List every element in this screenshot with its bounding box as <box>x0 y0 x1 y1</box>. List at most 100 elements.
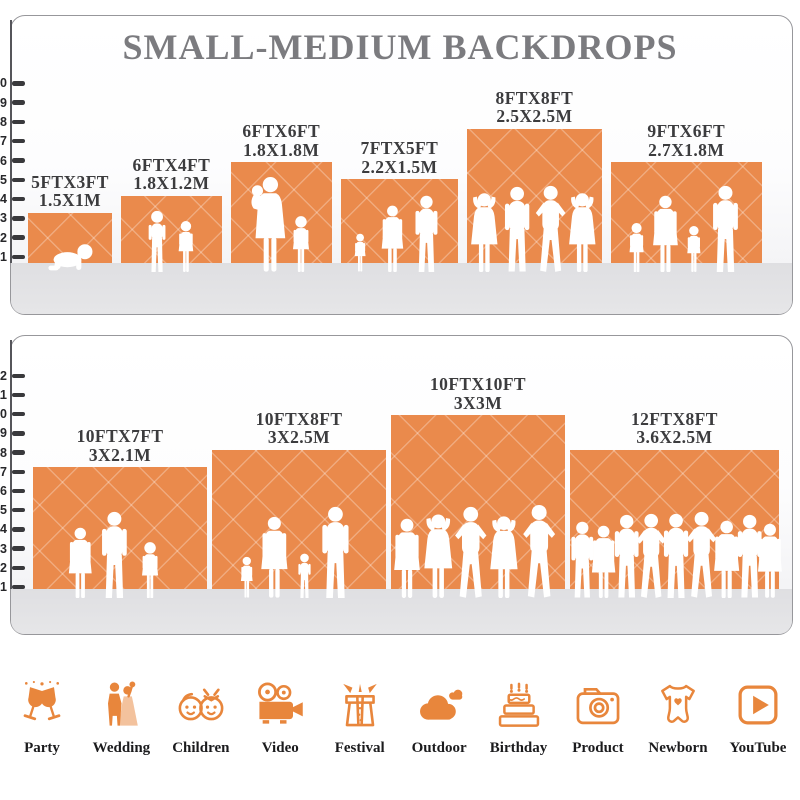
ruler-number: 7 <box>0 464 7 479</box>
person-man-silhouette <box>415 195 438 272</box>
backdrop-size-label: 7FTX5FT 2.2X1.5M <box>361 139 439 176</box>
ruler-tick <box>12 177 25 183</box>
ruler-number: 12 <box>0 368 7 383</box>
person-girl-silhouette <box>293 216 310 272</box>
ruler-number: 2 <box>0 230 7 245</box>
category-birthday: Birthday <box>490 679 548 757</box>
backdrop-10ftx7ft: 10FTX7FT 3X2.1M <box>33 427 207 598</box>
person-womanup-silhouette <box>490 516 518 598</box>
person-man-silhouette <box>102 511 128 598</box>
backdrop-size-label: 10FTX10FT 3X3M <box>430 375 526 412</box>
backdrop-size-ft-label: 6FTX6FT <box>242 121 321 142</box>
backdrop-9ftx6ft: 9FTX6FT 2.7X1.8M <box>610 122 762 272</box>
ruler-number: 1 <box>0 580 7 594</box>
person-woman-silhouette <box>393 518 420 598</box>
video-icon <box>254 679 306 731</box>
category-video: Video <box>251 679 309 757</box>
ruler-tick <box>12 527 25 532</box>
backdrop-size-ft-label: 10FTX7FT <box>76 426 164 447</box>
category-label: Children <box>172 740 230 756</box>
ruler-tick <box>12 392 25 398</box>
ruler-number: 8 <box>0 445 7 460</box>
ruler-number: 5 <box>0 503 7 518</box>
backdrop-size-ft-label: 5FTX3FT <box>31 171 109 192</box>
ruler-tick <box>12 81 25 86</box>
ruler-tick <box>12 196 25 202</box>
category-bar: Party Wedding Children Video Festival Outdoor… <box>0 652 800 757</box>
person-baby-silhouette <box>48 244 93 271</box>
ruler-number: 4 <box>0 522 7 537</box>
backdrop-size-m-label: 1.8X1.8M <box>243 139 320 160</box>
ruler-tick <box>12 158 25 163</box>
person-girl-silhouette <box>240 557 253 598</box>
person-girl-silhouette <box>355 234 366 272</box>
person-manhips-silhouette <box>522 504 555 598</box>
category-festival: Festival <box>331 679 389 757</box>
person-womanup-silhouette <box>569 192 596 272</box>
ruler-tick <box>12 373 25 379</box>
backdrop-8ftx8ft: 8FTX8FT 2.5X2.5M <box>467 88 602 272</box>
backdrop-size-ft-label: 7FTX5FT <box>360 138 439 159</box>
ruler-number: 2 <box>0 560 7 575</box>
ruler-tick <box>12 450 25 455</box>
backdrop-6ftx6ft: 6FTX6FT 1.8X1.8M <box>230 122 332 272</box>
ruler-tick <box>12 411 25 417</box>
category-outdoor: Outdoor <box>410 679 468 757</box>
festival-icon <box>334 679 386 731</box>
backdrop-size-m-label: 3.6X2.5M <box>636 427 713 448</box>
ruler-number: 4 <box>0 192 7 207</box>
ruler-number: 11 <box>0 388 7 402</box>
category-youtube: YouTube <box>729 679 787 757</box>
category-label: YouTube <box>729 740 787 756</box>
backdrop-size-label: 6FTX4FT 1.8X1.2M <box>133 156 211 193</box>
ruler-tick <box>12 216 25 221</box>
category-product: Product <box>569 679 627 757</box>
category-children: Children <box>172 679 230 757</box>
backdrop-size-label: 8FTX8FT 2.5X2.5M <box>495 87 574 127</box>
backdrop-size-m-label: 1.8X1.2M <box>133 173 210 194</box>
backdrop-size-m-label: 3X3M <box>453 392 503 413</box>
backdrop-6ftx4ft: 6FTX4FT 1.8X1.2M <box>121 156 222 272</box>
ruler-number: 8 <box>0 114 7 129</box>
person-man-silhouette <box>322 506 349 598</box>
party-icon <box>16 679 68 731</box>
backdrop-size-m-label: 2.5X2.5M <box>496 106 573 127</box>
backdrop-size-ft-label: 9FTX6FT <box>647 121 726 142</box>
ruler-tick <box>12 235 25 240</box>
backdrop-size-ft-label: 10FTX10FT <box>430 374 526 395</box>
backdrop-size-ft-label: 10FTX8FT <box>255 409 343 430</box>
backdrop-size-ft-label: 8FTX8FT <box>495 87 574 108</box>
person-womanup-silhouette <box>471 192 498 272</box>
ruler-number: 3 <box>0 541 7 556</box>
backdrop-size-label: 12FTX8FT 3.6X2.5M <box>631 410 718 447</box>
category-label: Newborn <box>648 740 708 756</box>
size-panel-top: 109876543215FTX3FT1.5X1M6FTX4FT1.8X1.2M6… <box>0 15 793 315</box>
ruler-tick <box>12 565 25 571</box>
ruler-tick <box>12 469 25 475</box>
person-woman-silhouette <box>261 517 288 598</box>
size-panel-bottom: 12111098765432110FTX7FT3X2.1M10FTX8FT3X2… <box>0 335 793 635</box>
person-boy-silhouette <box>148 210 166 272</box>
person-girl-silhouette <box>629 222 644 272</box>
category-label: Festival <box>334 740 385 756</box>
backdrop-size-m-label: 3X2.5M <box>267 427 331 448</box>
backdrop-size-label: 10FTX8FT 3X2.5M <box>256 410 343 447</box>
ruler-number: 5 <box>0 172 7 187</box>
category-label: Wedding <box>92 740 151 756</box>
ruler-tick <box>12 546 25 551</box>
backdrop-12ftx8ft: 12FTX8FT 3.6X2.5M <box>570 410 783 598</box>
youtube-icon <box>732 679 784 731</box>
category-label: Video <box>261 740 299 756</box>
category-label: Outdoor <box>411 740 467 756</box>
person-girl-silhouette <box>178 220 193 272</box>
ruler-number: 9 <box>0 95 7 110</box>
ruler-number: 10 <box>0 407 7 422</box>
backdrop-10ftx10ft: 10FTX10FT 3X3M <box>391 375 565 598</box>
ruler-tick <box>12 100 25 105</box>
person-mother-silhouette <box>251 177 285 272</box>
person-woman-silhouette <box>758 523 783 598</box>
ruler-tick <box>12 138 25 144</box>
backdrop-size-label: 6FTX6FT 1.8X1.8M <box>242 122 320 159</box>
backdrop-size-label: 5FTX3FT 1.5X1M <box>31 171 109 209</box>
